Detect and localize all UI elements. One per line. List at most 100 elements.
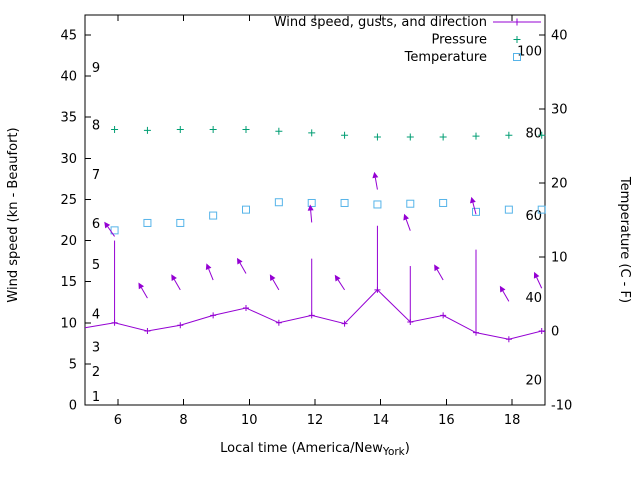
temperature-point	[406, 199, 415, 208]
wind-point-marker	[505, 336, 512, 343]
y-left-tick-label: 45	[60, 29, 77, 44]
wind-direction-arrow-shaft	[502, 290, 510, 302]
wind-point-marker	[144, 328, 151, 334]
y-axis-label-right: Temperature (C - F)	[617, 176, 632, 303]
plot-border	[84, 14, 546, 406]
y-axis-label-left: Wind speed (kn - Beaufort)	[6, 127, 21, 302]
x-tick-label: 12	[307, 413, 324, 428]
y-left-tick-label: 20	[60, 234, 77, 249]
beaufort-scale-label: 8	[92, 118, 100, 133]
pressure-point	[111, 126, 119, 134]
pressure-point	[308, 129, 316, 137]
temperature-point	[373, 200, 382, 209]
pressure-point	[275, 127, 283, 135]
beaufort-scale-label: 3	[92, 340, 100, 355]
pressure-point	[505, 131, 513, 139]
wind-point-marker	[177, 322, 184, 329]
wind-direction-arrow-head	[372, 171, 379, 179]
x-tick-label: 16	[438, 413, 455, 428]
temperature-point	[110, 226, 119, 235]
legend-label-temperature: Temperature	[404, 50, 487, 65]
temperature-point	[340, 198, 349, 207]
wind-point-marker	[111, 319, 118, 326]
wind-direction-arrow-head	[269, 274, 276, 281]
wind-direction-arrow-head	[469, 196, 476, 204]
y-left-tick-label: 0	[69, 399, 77, 414]
x-tick-label: 18	[504, 413, 521, 428]
y-left-tick-label: 25	[60, 193, 77, 208]
wind-direction-arrow-shaft	[374, 177, 378, 190]
wind-direction-arrow-shaft	[208, 268, 214, 281]
pressure-point	[439, 133, 447, 141]
wind-direction-arrow-shaft	[310, 210, 313, 223]
wind-direction-arrow-head	[334, 274, 341, 282]
wind-direction-arrow-shaft	[107, 226, 115, 237]
legend: Wind speed, gusts, and direction Pressure…	[274, 15, 541, 65]
y-left-tick-label: 40	[60, 70, 77, 85]
temperature-point	[439, 198, 448, 207]
wind-direction-arrow-head	[307, 204, 314, 211]
wind-point-marker	[473, 329, 479, 336]
wind-point-marker	[374, 286, 381, 293]
fahrenheit-scale-label: 100	[517, 44, 542, 59]
beaufort-scale-label: 6	[92, 217, 100, 232]
wind-point-marker	[275, 319, 282, 326]
x-tick-label: 10	[241, 413, 258, 428]
beaufort-scale-label: 4	[92, 308, 100, 323]
temperature-point	[504, 205, 513, 214]
y-right-tick-label: 10	[551, 251, 568, 266]
beaufort-scale-label: 2	[92, 365, 100, 380]
wind-direction-arrow-head	[403, 213, 410, 221]
wind-point-marker	[210, 312, 217, 319]
wind-direction-arrow-shaft	[536, 277, 543, 289]
x-tick-label: 8	[179, 413, 187, 428]
pressure-point	[176, 126, 184, 134]
temperature-point	[537, 205, 546, 214]
fahrenheit-scale-label: 60	[525, 209, 542, 224]
wind-direction-arrow-head	[434, 264, 440, 272]
temperature-point	[274, 198, 283, 207]
pressure-point	[406, 133, 414, 141]
wind-direction-arrow-head	[499, 285, 506, 293]
y-left-tick-label: 5	[69, 357, 77, 372]
plot-data	[84, 126, 546, 343]
temperature-point	[209, 211, 218, 220]
axis-labels: 6 8 10 12 14 16 18051015202530354045-100102030…	[6, 29, 632, 459]
temperature-point	[143, 218, 152, 227]
beaufort-scale-label: 7	[92, 168, 100, 183]
wind-direction-arrow-head	[104, 221, 111, 229]
axes	[84, 14, 546, 406]
temperature-point	[472, 207, 480, 216]
y-right-tick-label: -10	[551, 399, 572, 414]
legend-sample-plus	[513, 18, 521, 26]
temperature-point	[242, 205, 250, 214]
y-left-tick-label: 15	[60, 275, 77, 290]
pressure-point	[538, 131, 546, 139]
wind-direction-arrow-shaft	[436, 269, 444, 281]
pressure-point	[472, 132, 480, 140]
wind-direction-arrow-head	[237, 257, 243, 265]
pressure-point	[242, 126, 250, 134]
y-left-tick-label: 10	[60, 316, 77, 331]
pressure-point	[341, 131, 349, 139]
wind-direction-arrow-head	[205, 263, 212, 271]
fahrenheit-scale-label: 20	[525, 373, 542, 388]
legend-label-wind: Wind speed, gusts, and direction	[274, 15, 487, 30]
wind-point-marker	[440, 312, 447, 319]
x-tick-label: 14	[372, 413, 389, 428]
wind-direction-arrow-head	[171, 274, 177, 281]
y-right-tick-label: 20	[551, 177, 568, 192]
wind-point-marker	[341, 320, 348, 327]
wind-point-marker	[243, 304, 249, 311]
y-right-tick-label: 0	[551, 325, 559, 340]
y-right-tick-label: 40	[551, 29, 568, 44]
pressure-point	[143, 126, 151, 134]
wind-point-marker	[407, 318, 414, 325]
pressure-point	[373, 133, 381, 141]
wind-point-marker	[538, 328, 545, 334]
y-right-tick-label: 30	[551, 103, 568, 118]
wind-direction-arrow-shaft	[337, 279, 345, 291]
y-left-tick-label: 35	[60, 111, 77, 126]
